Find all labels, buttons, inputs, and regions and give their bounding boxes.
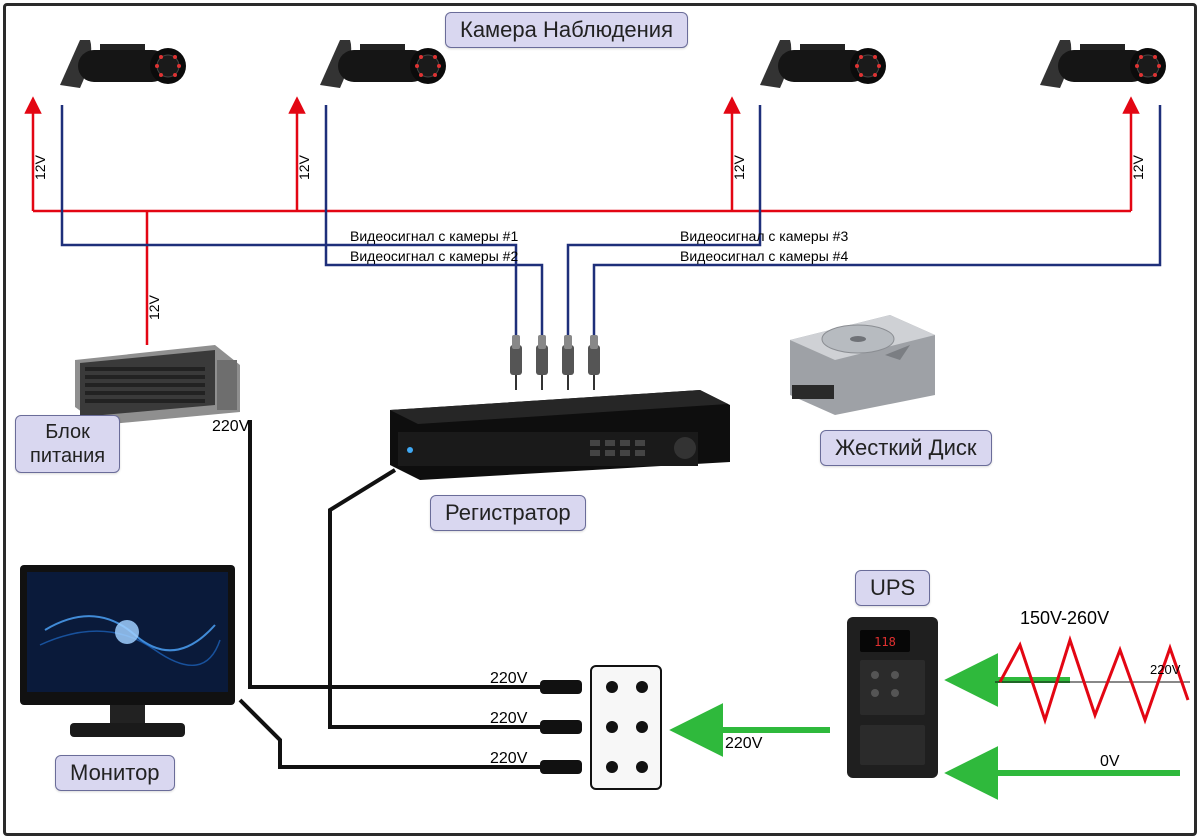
hard-disk: [790, 315, 935, 415]
range-label: 150V-260V: [1020, 608, 1109, 629]
plug-1: [540, 680, 582, 694]
signal-label-1: Видеосигнал с камеры #1: [350, 228, 518, 244]
v12-label-2: 12V: [296, 155, 312, 180]
ups: 118: [845, 615, 940, 780]
bnc-connectors-icon: [505, 330, 625, 390]
camera-1: [60, 20, 200, 100]
ups-icon: 118: [845, 615, 940, 780]
mains-3: 220V: [490, 750, 527, 768]
plug-2: [540, 720, 582, 734]
psu-icon: [75, 345, 240, 425]
mains-1: 220V: [490, 670, 527, 688]
psu-label: Блок питания: [15, 415, 120, 473]
camera-icon: [760, 20, 900, 100]
svg-text:118: 118: [874, 635, 896, 649]
dvr: [390, 390, 730, 480]
signal-label-2: Видеосигнал с камеры #2: [350, 248, 518, 264]
camera-3: [760, 20, 900, 100]
dvr-label: Регистратор: [430, 495, 586, 531]
v12-label-3: 12V: [731, 155, 747, 180]
camera-icon: [1040, 20, 1180, 100]
power-supply: [75, 345, 240, 425]
monitor-icon: [15, 560, 240, 745]
signal-label-4: Видеосигнал с камеры #4: [680, 248, 848, 264]
camera-icon: [60, 20, 200, 100]
camera-2: [320, 20, 460, 100]
signal-label-3: Видеосигнал с камеры #3: [680, 228, 848, 244]
hdd-icon: [790, 315, 935, 415]
title-label: Камера Наблюдения: [445, 12, 688, 48]
wave-mid: 220V: [1150, 662, 1180, 677]
v12-label-psu: 12V: [146, 295, 162, 320]
v12-label-1: 12V: [32, 155, 48, 180]
camera-icon: [320, 20, 460, 100]
dvr-connectors: [505, 330, 625, 395]
v12-label-4: 12V: [1130, 155, 1146, 180]
ups-label: UPS: [855, 570, 930, 606]
monitor-label: Монитор: [55, 755, 175, 791]
wave-zero: 0V: [1100, 753, 1120, 771]
mains-psu: 220V: [212, 418, 249, 436]
hdd-label: Жесткий Диск: [820, 430, 992, 466]
camera-4: [1040, 20, 1180, 100]
mains-out: 220V: [725, 735, 762, 753]
power-strip: [590, 665, 662, 790]
dvr-icon: [390, 390, 730, 480]
monitor: [15, 560, 240, 745]
mains-2: 220V: [490, 710, 527, 728]
plug-3: [540, 760, 582, 774]
